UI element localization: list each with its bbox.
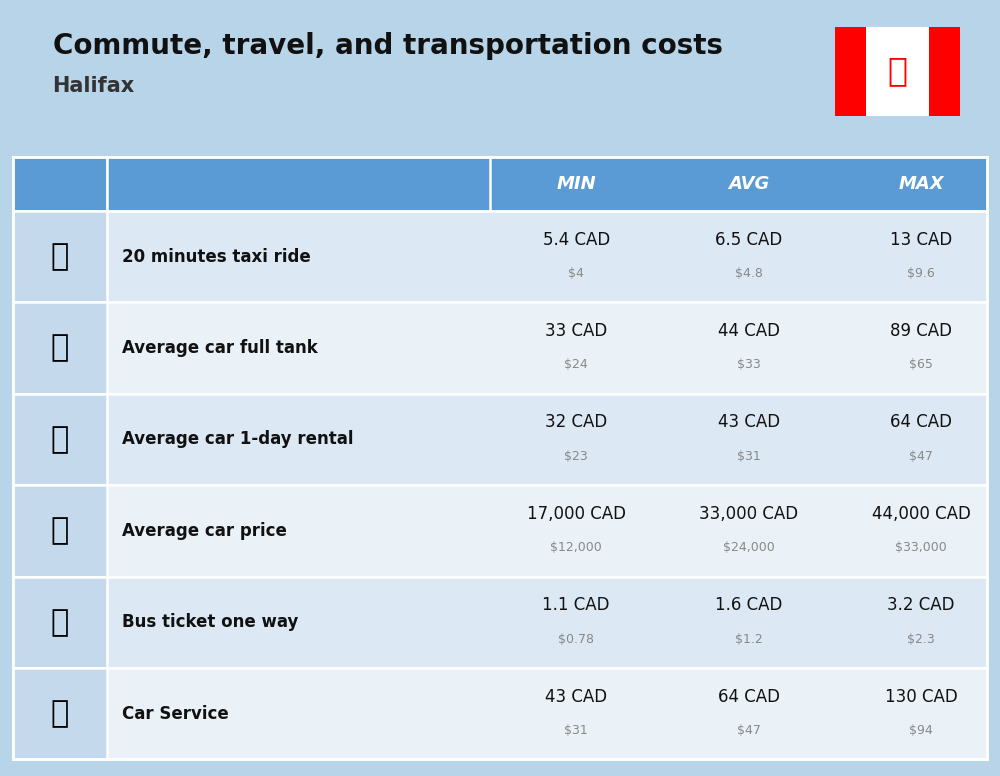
Text: AVG: AVG [728, 175, 769, 192]
FancyBboxPatch shape [13, 157, 987, 211]
Text: $23: $23 [564, 450, 588, 462]
Bar [929, 27, 960, 116]
Text: 13 CAD: 13 CAD [890, 230, 952, 248]
Bar [835, 27, 866, 116]
Text: 🚗: 🚗 [51, 516, 69, 546]
Text: Bus ticket one way: Bus ticket one way [122, 613, 298, 631]
Bar [866, 27, 929, 116]
FancyBboxPatch shape [13, 485, 987, 577]
FancyBboxPatch shape [13, 302, 107, 393]
Text: $47: $47 [737, 724, 761, 737]
Text: 🚙: 🚙 [51, 425, 69, 454]
FancyBboxPatch shape [13, 211, 987, 302]
Text: $4: $4 [568, 267, 584, 280]
FancyBboxPatch shape [833, 26, 962, 118]
Text: 🍁: 🍁 [888, 54, 908, 88]
Text: $94: $94 [909, 724, 933, 737]
FancyBboxPatch shape [107, 157, 490, 211]
Text: $65: $65 [909, 359, 933, 372]
Text: 🔧: 🔧 [51, 699, 69, 728]
Text: 64 CAD: 64 CAD [890, 414, 952, 431]
Text: Average car full tank: Average car full tank [122, 339, 318, 357]
Text: $33: $33 [737, 359, 760, 372]
Text: $33,000: $33,000 [895, 541, 947, 554]
FancyBboxPatch shape [13, 302, 987, 393]
Text: MAX: MAX [898, 175, 944, 192]
Text: 64 CAD: 64 CAD [718, 688, 780, 705]
Text: Average car 1-day rental: Average car 1-day rental [122, 431, 354, 449]
Text: $9.6: $9.6 [907, 267, 935, 280]
FancyBboxPatch shape [13, 485, 107, 577]
Text: 6.5 CAD: 6.5 CAD [715, 230, 782, 248]
Text: Halifax: Halifax [53, 76, 135, 96]
FancyBboxPatch shape [13, 577, 107, 668]
Text: $31: $31 [564, 724, 588, 737]
Text: $4.8: $4.8 [735, 267, 763, 280]
Text: $24,000: $24,000 [723, 541, 774, 554]
Text: 17,000 CAD: 17,000 CAD [527, 505, 626, 523]
Text: ⛽: ⛽ [51, 334, 69, 362]
Text: 1.1 CAD: 1.1 CAD [542, 596, 610, 615]
FancyBboxPatch shape [13, 157, 107, 211]
Text: 43 CAD: 43 CAD [718, 414, 780, 431]
Text: 🚌: 🚌 [51, 608, 69, 637]
FancyBboxPatch shape [13, 668, 987, 760]
FancyBboxPatch shape [13, 577, 987, 668]
Text: 33 CAD: 33 CAD [545, 322, 607, 340]
Text: $2.3: $2.3 [907, 632, 935, 646]
Text: $31: $31 [737, 450, 760, 462]
FancyBboxPatch shape [13, 211, 107, 302]
Text: 1.6 CAD: 1.6 CAD [715, 596, 782, 615]
Text: Car Service: Car Service [122, 705, 229, 722]
Text: $24: $24 [564, 359, 588, 372]
FancyBboxPatch shape [13, 393, 987, 485]
Text: 43 CAD: 43 CAD [545, 688, 607, 705]
Text: $47: $47 [909, 450, 933, 462]
Text: 33,000 CAD: 33,000 CAD [699, 505, 798, 523]
Text: Commute, travel, and transportation costs: Commute, travel, and transportation cost… [53, 32, 722, 60]
FancyBboxPatch shape [13, 393, 107, 485]
Text: 32 CAD: 32 CAD [545, 414, 607, 431]
FancyBboxPatch shape [13, 668, 107, 760]
Text: 20 minutes taxi ride: 20 minutes taxi ride [122, 248, 311, 265]
Text: 130 CAD: 130 CAD [885, 688, 957, 705]
Text: 🚕: 🚕 [51, 242, 69, 271]
Text: $1.2: $1.2 [735, 632, 762, 646]
Text: 44,000 CAD: 44,000 CAD [872, 505, 970, 523]
Text: $0.78: $0.78 [558, 632, 594, 646]
Text: MIN: MIN [556, 175, 596, 192]
Text: 89 CAD: 89 CAD [890, 322, 952, 340]
Text: 3.2 CAD: 3.2 CAD [887, 596, 955, 615]
Text: $12,000: $12,000 [550, 541, 602, 554]
Text: 44 CAD: 44 CAD [718, 322, 780, 340]
Text: 5.4 CAD: 5.4 CAD [543, 230, 610, 248]
Text: Average car price: Average car price [122, 521, 287, 540]
